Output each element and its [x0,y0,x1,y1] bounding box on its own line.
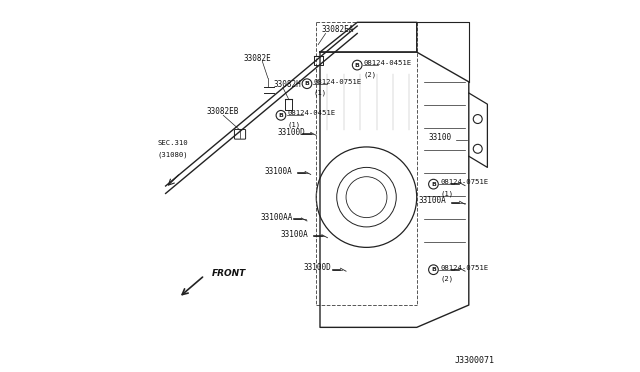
Text: (31080): (31080) [157,151,188,158]
Text: 33082E: 33082E [244,54,271,63]
Text: (1): (1) [287,121,301,128]
Text: (2): (2) [440,276,453,282]
Text: 08124-0751E: 08124-0751E [314,79,362,85]
Text: B: B [431,267,436,272]
Text: 33100A: 33100A [419,196,447,205]
Text: 33082EA: 33082EA [322,25,354,34]
Text: B: B [278,113,284,118]
Text: J3300071: J3300071 [455,356,495,365]
Text: 33100AA: 33100AA [260,213,293,222]
Text: (1): (1) [440,190,453,197]
Text: 33100D: 33100D [303,263,331,272]
Text: B: B [305,81,309,86]
Text: 33100A: 33100A [281,230,308,239]
Text: 33100D: 33100D [277,128,305,137]
Text: 33082H: 33082H [273,80,301,89]
Text: 08124-0751E: 08124-0751E [440,265,488,271]
Text: B: B [355,62,360,68]
Text: 33100: 33100 [429,133,452,142]
Text: 08124-0451E: 08124-0451E [287,110,336,116]
Text: 08124-0751E: 08124-0751E [440,179,488,185]
Text: 08124-0451E: 08124-0451E [364,60,412,66]
Text: 33100A: 33100A [264,167,292,176]
Text: SEC.310: SEC.310 [157,140,188,146]
Text: 33082EB: 33082EB [207,107,239,116]
Text: (2): (2) [364,71,377,78]
Text: (1): (1) [314,90,327,96]
Text: FRONT: FRONT [212,269,246,278]
Text: B: B [431,182,436,187]
